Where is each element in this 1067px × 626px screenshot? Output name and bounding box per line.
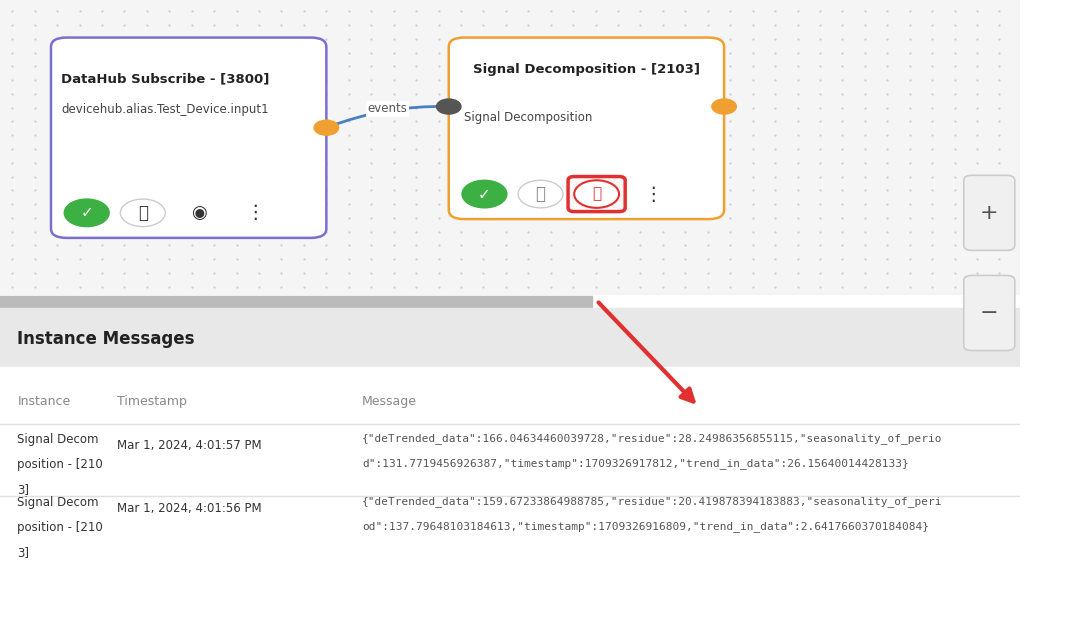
Text: Instance: Instance: [17, 396, 70, 408]
Text: ⋮: ⋮: [245, 203, 265, 222]
Text: ✓: ✓: [80, 205, 93, 220]
Circle shape: [64, 199, 109, 227]
Circle shape: [436, 99, 461, 114]
Text: Instance Messages: Instance Messages: [17, 331, 195, 348]
Text: Signal Decomposition - [2103]: Signal Decomposition - [2103]: [473, 63, 700, 76]
Text: od":137.79648103184613,"timestamp":1709326916809,"trend_in_data":2.6417660370184: od":137.79648103184613,"timestamp":17093…: [362, 521, 929, 531]
Text: Signal Decom: Signal Decom: [17, 496, 99, 509]
Bar: [0, 296, 591, 310]
Text: Timestamp: Timestamp: [117, 396, 187, 408]
Text: {"deTrended_data":166.04634460039728,"residue":28.24986356855115,"seasonality_of: {"deTrended_data":166.04634460039728,"re…: [362, 433, 942, 444]
Bar: [0, 308, 1020, 367]
Circle shape: [121, 199, 165, 227]
FancyBboxPatch shape: [449, 38, 724, 219]
Text: ✓: ✓: [478, 187, 491, 202]
Bar: [0, 0, 1020, 294]
Text: 🗑: 🗑: [989, 331, 1000, 348]
Bar: [0, 367, 1020, 626]
Text: ◉: ◉: [191, 204, 207, 222]
Text: Signal Decomposition: Signal Decomposition: [464, 111, 592, 124]
Text: 3]: 3]: [17, 546, 29, 559]
Text: {"deTrended_data":159.67233864988785,"residue":20.419878394183883,"seasonality_o: {"deTrended_data":159.67233864988785,"re…: [362, 496, 942, 506]
Text: −: −: [980, 303, 999, 323]
Circle shape: [712, 99, 736, 114]
Text: 3]: 3]: [17, 483, 29, 496]
FancyBboxPatch shape: [964, 175, 1015, 250]
Circle shape: [462, 180, 507, 208]
Text: position - [210: position - [210: [17, 521, 103, 534]
Text: position - [210: position - [210: [17, 458, 103, 471]
Text: ⏸: ⏸: [592, 187, 601, 202]
Text: DataHub Subscribe - [3800]: DataHub Subscribe - [3800]: [61, 72, 270, 85]
Text: events: events: [368, 103, 408, 115]
Circle shape: [574, 180, 619, 208]
FancyBboxPatch shape: [964, 275, 1015, 351]
Text: ⏻: ⏻: [536, 185, 545, 203]
Text: devicehub.alias.Test_Device.input1: devicehub.alias.Test_Device.input1: [61, 103, 269, 116]
Bar: [0, 308, 1020, 626]
Text: Message: Message: [362, 396, 417, 408]
Circle shape: [519, 180, 563, 208]
Text: ⋮: ⋮: [643, 185, 663, 203]
Text: +: +: [980, 203, 999, 223]
FancyBboxPatch shape: [568, 177, 625, 212]
Text: Signal Decom: Signal Decom: [17, 433, 99, 446]
Text: Mar 1, 2024, 4:01:57 PM: Mar 1, 2024, 4:01:57 PM: [117, 439, 261, 452]
Circle shape: [314, 120, 338, 135]
Text: d":131.7719456926387,"timestamp":1709326917812,"trend_in_data":26.15640014428133: d":131.7719456926387,"timestamp":1709326…: [362, 458, 909, 469]
Text: Mar 1, 2024, 4:01:56 PM: Mar 1, 2024, 4:01:56 PM: [117, 502, 261, 515]
Text: ⏻: ⏻: [138, 204, 148, 222]
FancyBboxPatch shape: [51, 38, 327, 238]
